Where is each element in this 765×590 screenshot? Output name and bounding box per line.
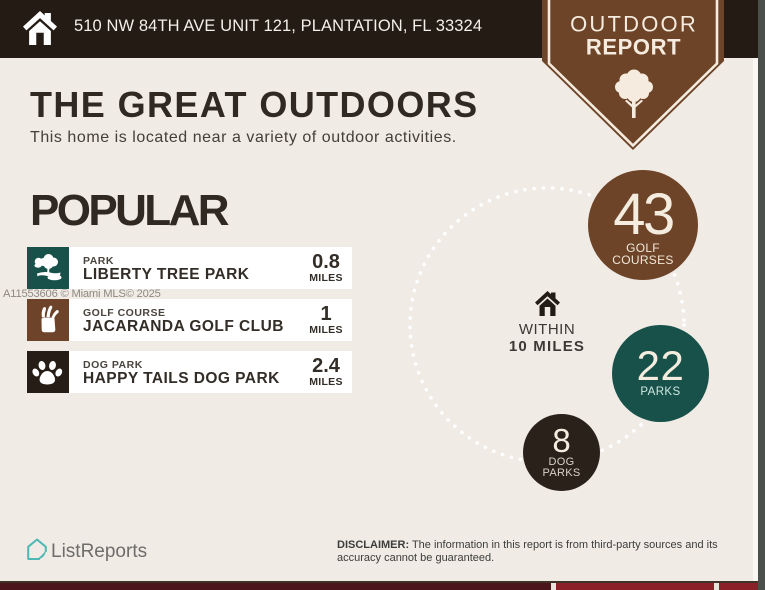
svg-text:REPORT: REPORT bbox=[586, 35, 681, 60]
svg-text:OUTDOOR: OUTDOOR bbox=[570, 12, 698, 37]
